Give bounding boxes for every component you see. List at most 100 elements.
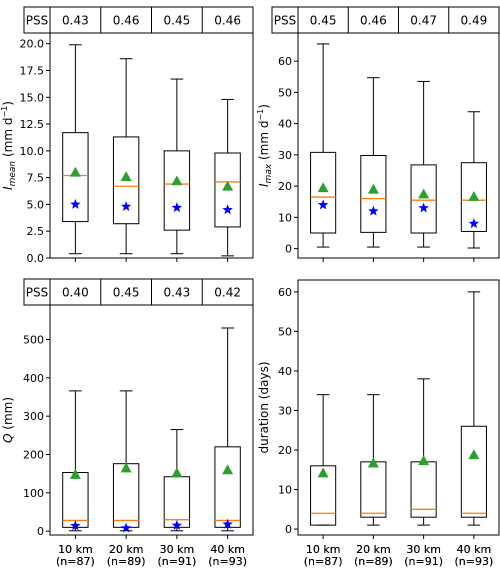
y-tick-label: 20	[278, 180, 292, 193]
x-tick-label: 40 km	[457, 543, 492, 556]
mean-marker	[468, 449, 480, 460]
y-axis-label: Imean (mm d−1)	[0, 101, 18, 190]
y-axis-label: duration (days)	[257, 362, 271, 454]
y-tick-label: 60	[278, 286, 292, 299]
y-tick-label: 15.0	[20, 91, 45, 104]
x-tick-label: 10 km	[58, 543, 93, 556]
y-tick-label: 200	[23, 449, 44, 462]
mean-marker	[222, 464, 234, 475]
star-marker	[317, 199, 329, 210]
box-4	[214, 98, 241, 257]
star-marker	[171, 202, 183, 213]
axes-frame	[297, 32, 500, 259]
axes-frame	[49, 304, 254, 536]
pss-label: PSS	[26, 286, 48, 300]
y-tick-label: 5.0	[27, 198, 45, 211]
x-count-label: (n=87)	[56, 555, 95, 568]
mean-marker	[468, 190, 480, 201]
x-tick-label: 10 km	[306, 543, 341, 556]
box-iqr	[360, 461, 387, 518]
y-tick-label: 300	[23, 410, 44, 423]
y-tick-label: 10.0	[20, 145, 45, 158]
mean-marker	[69, 468, 81, 479]
box-3	[410, 378, 437, 526]
box-iqr	[410, 164, 437, 234]
box-iqr	[310, 151, 337, 234]
y-tick-label: 0	[285, 243, 292, 256]
x-count-label: (n=93)	[454, 555, 493, 568]
pss-label: PSS	[26, 14, 48, 28]
box-4	[460, 111, 487, 249]
y-tick-label: 20	[278, 444, 292, 457]
pss-value: 0.45	[113, 286, 140, 300]
x-tick-label: 20 km	[109, 543, 144, 556]
mean-marker	[120, 462, 132, 473]
x-tick-label: 10 km	[306, 543, 341, 556]
x-count-label: (n=91)	[404, 555, 443, 568]
x-tick-label: 20 km	[109, 543, 144, 556]
pss-value: 0.43	[164, 286, 191, 300]
x-count-label: (n=87)	[56, 555, 95, 568]
star-marker	[468, 218, 480, 229]
x-count-label: (n=93)	[208, 555, 247, 568]
y-tick-label: 10	[278, 211, 292, 224]
pss-table: PSS 0.45 0.46 0.47 0.49	[271, 6, 500, 34]
mean-marker	[69, 166, 81, 177]
y-tick-label: 2.5	[27, 225, 45, 238]
y-tick-label: 0	[285, 523, 292, 536]
x-tick-label: 20 km	[356, 543, 391, 556]
box-1	[310, 394, 337, 526]
x-count-label: (n=93)	[454, 555, 493, 568]
axes-frame	[49, 32, 254, 259]
mean-marker	[418, 188, 430, 199]
pss-value: 0.45	[310, 14, 337, 28]
panel-2: PSS 0.45 0.46 0.47 0.49 0 10 20 30 40 50 60 Imax (mm…	[256, 6, 500, 568]
panel-1: PSS 0.43 0.46 0.45 0.46 0.0 2.5 5.0 7.5 10.0 12.5 1…	[0, 6, 254, 568]
x-tick-label: 40 km	[210, 543, 245, 556]
pss-value: 0.46	[360, 14, 387, 28]
box-2	[112, 58, 140, 255]
mean-marker	[120, 171, 132, 181]
x-count-label: (n=91)	[404, 555, 443, 568]
x-tick-label: 30 km	[406, 543, 441, 556]
mean-marker	[171, 467, 183, 478]
mean-marker	[317, 467, 329, 478]
box-1	[62, 44, 89, 255]
y-tick-label: 50	[278, 86, 292, 99]
y-tick-label: 10	[278, 484, 292, 497]
axes-frame	[297, 279, 500, 536]
box-3	[410, 80, 437, 248]
pss-label: PSS	[274, 14, 296, 28]
star-marker	[120, 522, 132, 533]
box-3	[163, 78, 191, 255]
y-tick-label: 0.0	[27, 252, 45, 265]
x-count-label: (n=89)	[354, 555, 393, 568]
y-tick-label: 7.5	[27, 172, 45, 185]
y-tick-label: 30	[278, 404, 292, 417]
y-axis-label: Q (mm)	[1, 397, 15, 443]
y-tick-label: 100	[23, 487, 44, 500]
pss-value: 0.49	[461, 14, 488, 28]
box-iqr	[112, 463, 140, 528]
y-tick-label: 60	[278, 55, 292, 68]
mean-marker	[418, 455, 430, 466]
box-iqr	[310, 465, 337, 526]
y-tick-label: 500	[23, 334, 44, 347]
y-tick-label: 40	[278, 365, 292, 378]
box-2	[360, 394, 387, 526]
box-iqr	[62, 132, 89, 223]
y-tick-label: 30	[278, 149, 292, 162]
y-tick-label: 400	[23, 372, 44, 385]
pss-value: 0.47	[410, 14, 437, 28]
pss-value: 0.42	[214, 286, 241, 300]
box-iqr	[460, 425, 487, 518]
mean-marker	[367, 183, 379, 194]
mean-marker	[171, 175, 183, 186]
x-tick-label: 20 km	[356, 543, 391, 556]
x-count-label: (n=91)	[157, 555, 196, 568]
box-iqr	[112, 136, 140, 225]
star-marker	[418, 202, 429, 213]
x-tick-label: 30 km	[160, 543, 195, 556]
y-axis-label: Imax (mm d−1)	[256, 104, 274, 187]
